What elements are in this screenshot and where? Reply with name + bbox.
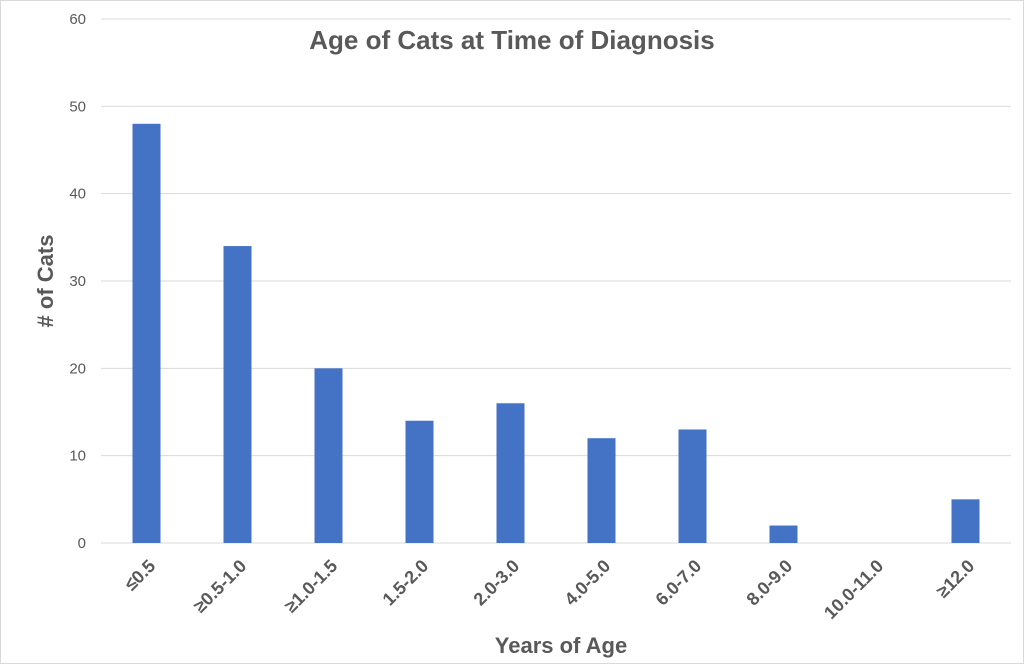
y-tick-label: 30 (69, 273, 86, 290)
bar (496, 403, 525, 543)
x-tick-label: 2.0-3.0 (470, 556, 524, 610)
bar (405, 420, 434, 543)
chart-title: Age of Cats at Time of Diagnosis (309, 25, 714, 55)
x-tick-label: ≥0.5-1.0 (190, 556, 251, 617)
bar (314, 368, 343, 543)
x-tick-label: 1.5-2.0 (379, 556, 433, 610)
bar (223, 246, 252, 544)
bar (132, 123, 161, 544)
x-tick-label: 4.0-5.0 (561, 556, 615, 610)
y-tick-label: 50 (69, 98, 86, 115)
y-tick-label: 10 (69, 448, 86, 465)
x-tick-label: ≥1.0-1.5 (281, 556, 342, 617)
bar (951, 499, 980, 543)
x-tick-label: ≤0.5 (121, 556, 160, 595)
y-axis-title: # of Cats (33, 235, 58, 328)
bar (678, 429, 707, 543)
x-tick-label: 8.0-9.0 (743, 556, 797, 610)
x-tick-label: 6.0-7.0 (652, 556, 706, 610)
bar (769, 525, 798, 543)
x-axis-title: Years of Age (495, 633, 627, 658)
x-axis-ticks: ≤0.5 ≥0.5-1.0 ≥1.0-1.5 1.5-2.0 2.0-3.0 4.0-5.… (121, 556, 979, 623)
x-tick-label: ≥12.0 (932, 556, 978, 602)
bars (132, 123, 980, 544)
bar (587, 438, 616, 543)
y-tick-label: 20 (69, 360, 86, 377)
y-axis-ticks: 0 10 20 30 40 50 60 (69, 11, 86, 552)
x-tick-label: 10.0-11.0 (820, 556, 887, 623)
y-tick-label: 60 (69, 11, 86, 28)
gridlines (101, 18, 1011, 544)
y-tick-label: 0 (78, 535, 86, 552)
y-tick-label: 40 (69, 186, 86, 203)
